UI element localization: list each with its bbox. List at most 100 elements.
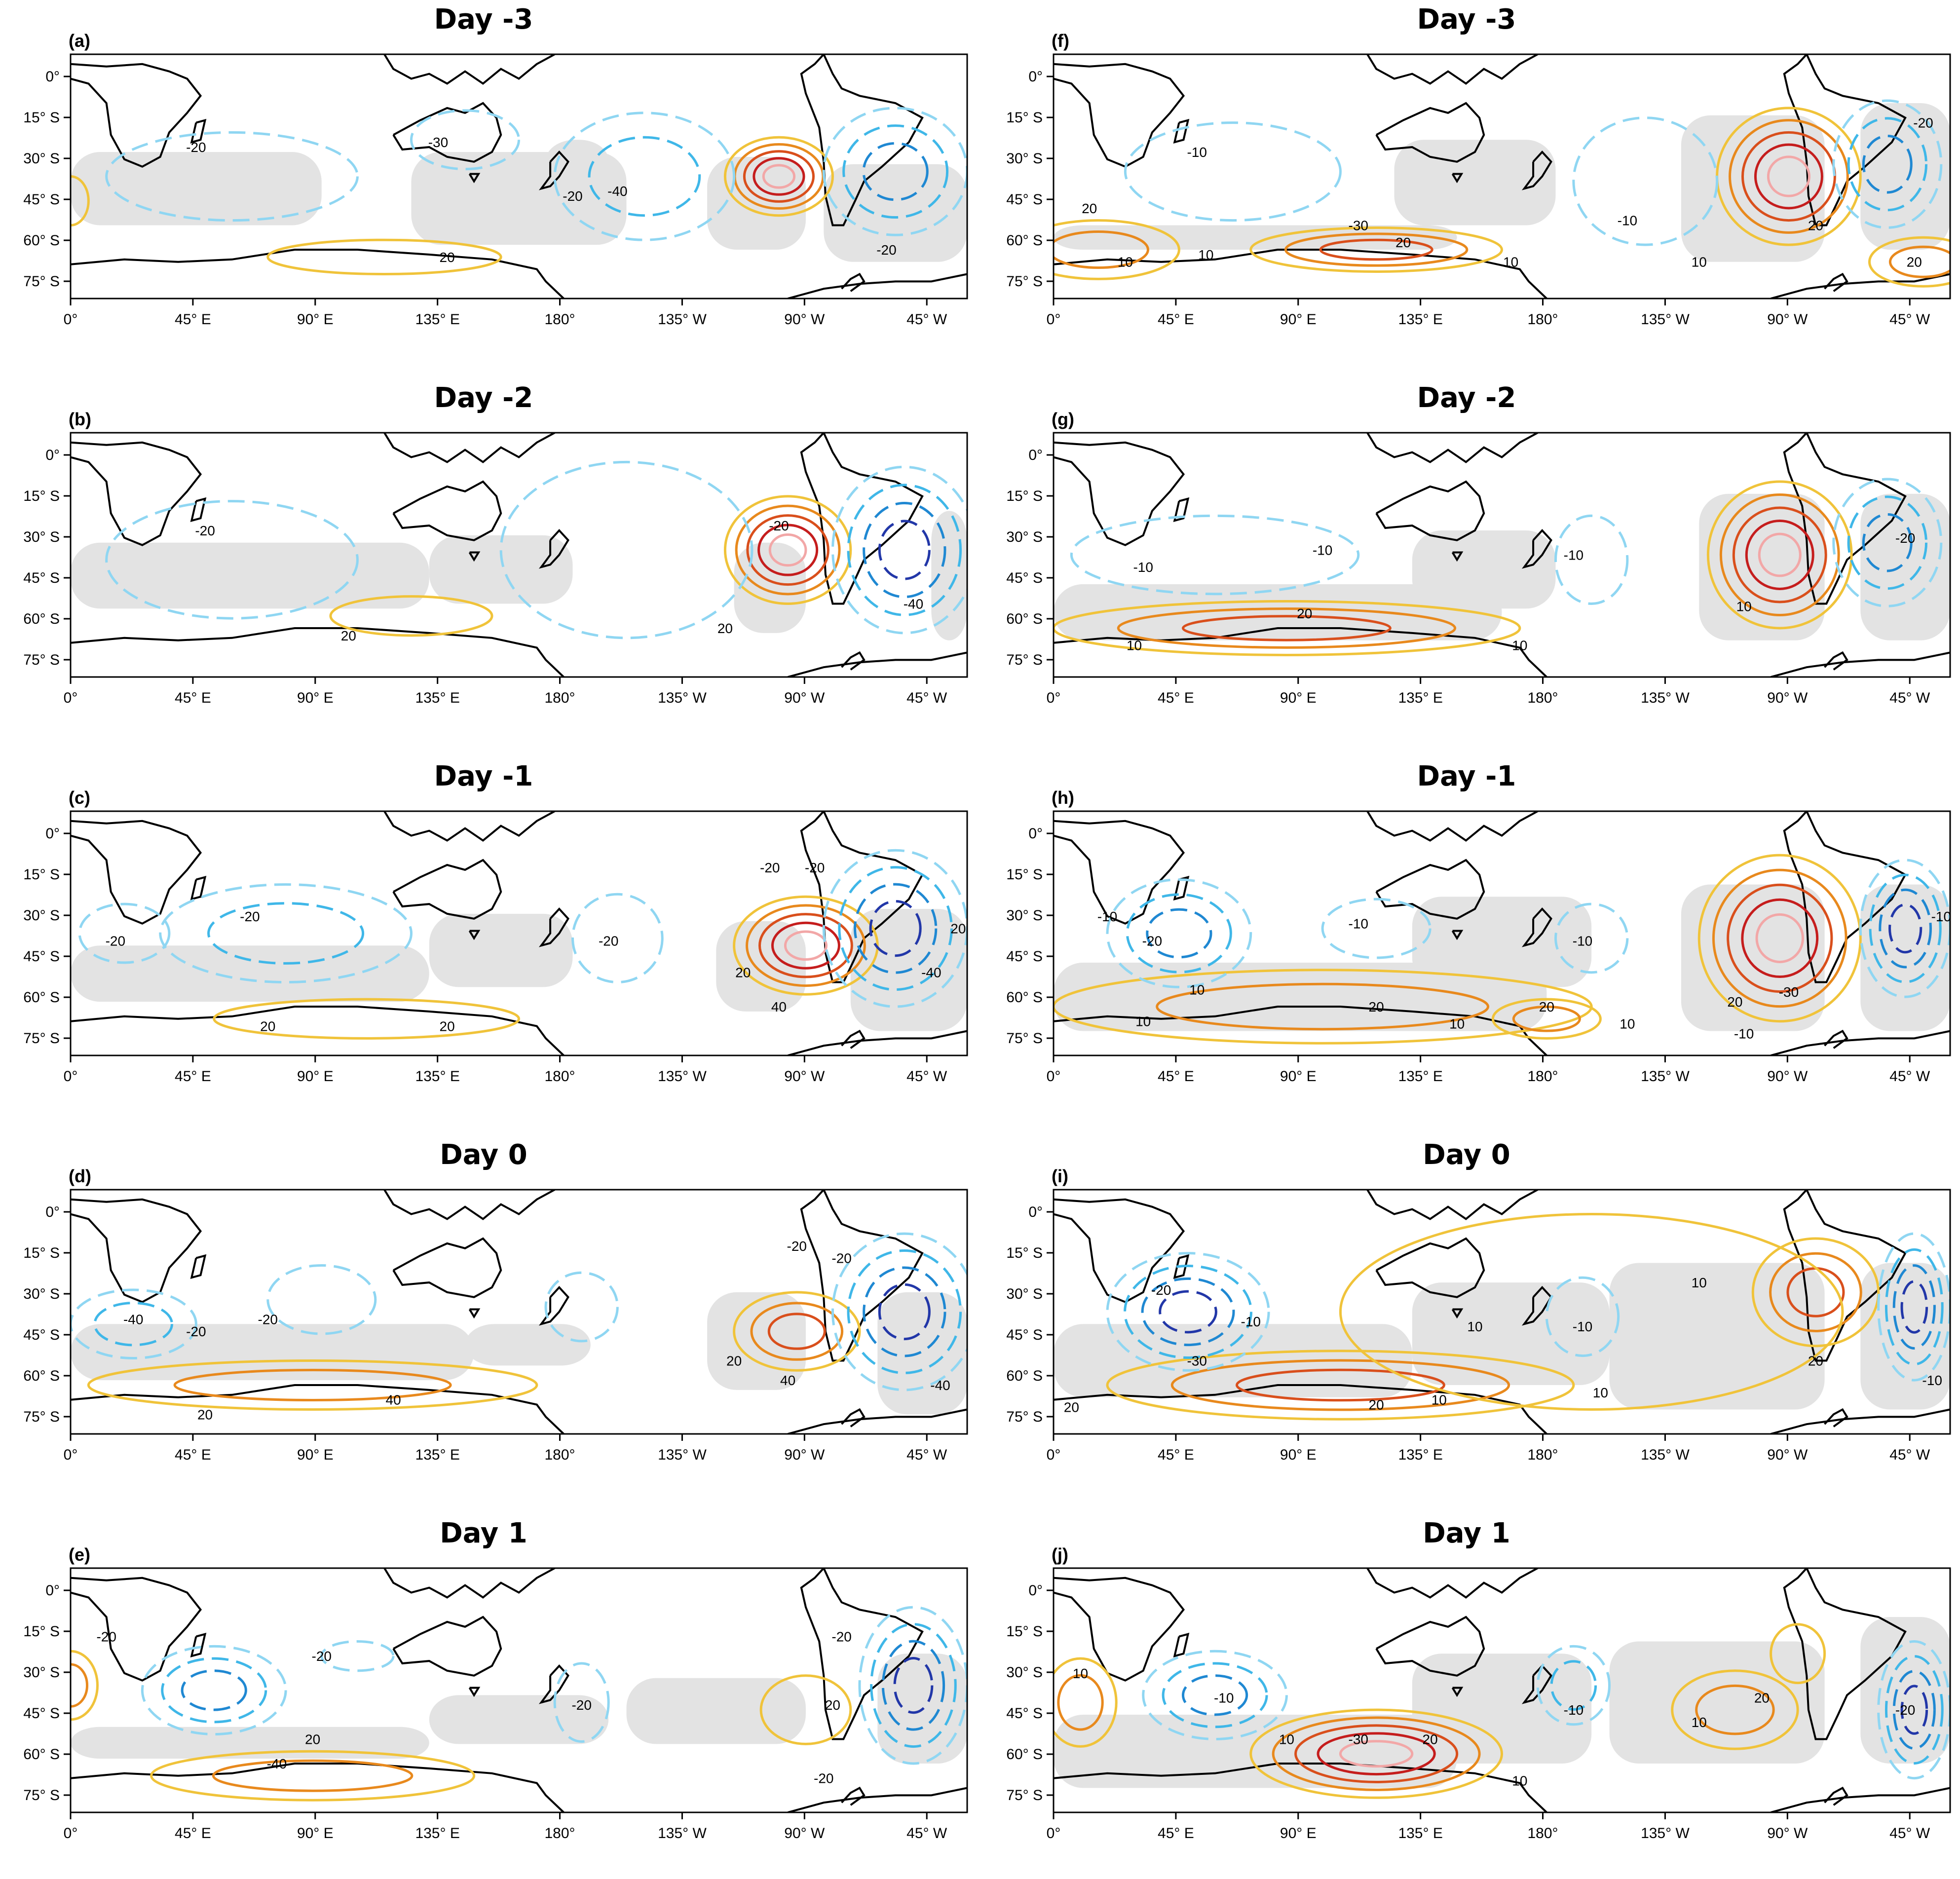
positive-contour (1117, 607, 1457, 649)
lon-tick-label: 90° E (1280, 1447, 1317, 1463)
contour-label: -10 (1734, 1026, 1754, 1041)
coastline (1771, 651, 1950, 677)
negative-contour (1832, 99, 1943, 229)
positive-contour (1727, 883, 1833, 993)
lon-tick-label: 45° E (1158, 1447, 1194, 1463)
contour-label: 10 (1692, 1275, 1707, 1290)
coastline (1451, 173, 1464, 184)
negative-contour (822, 849, 967, 1008)
positive-contour (1106, 1350, 1575, 1421)
lat-tick-label: 0° (45, 447, 60, 463)
coastline (71, 441, 202, 546)
negative-contour (893, 1657, 934, 1714)
lon-tick-label: 135° W (1641, 1068, 1690, 1085)
lat-tick-label: 75° S (1006, 1409, 1043, 1425)
lon-tick-label: 135° W (1641, 1825, 1690, 1841)
lat-tick-label: 0° (1028, 447, 1043, 463)
lat-tick-label: 30° S (23, 150, 60, 167)
lon-tick-label: 90° W (784, 690, 825, 706)
lon-tick-label: 45° E (175, 690, 211, 706)
map-plot: -20 -30 -20 -40 -20 20 0° 45° E 90° E 135° E 180° 1… (23, 53, 968, 328)
negative-contour (588, 136, 701, 217)
negative-contour (1859, 859, 1950, 998)
map-panel: Day 0 (i) -20 -30 -10 -10 10 10 20 20 10 10 20 -10 0° 4… (983, 1135, 1951, 1501)
lon-tick-label: 90° W (784, 311, 825, 328)
lat-tick-label: 60° S (23, 1368, 60, 1384)
negative-contour (1885, 1655, 1944, 1765)
positive-contour (750, 1302, 844, 1361)
coastline (392, 1616, 502, 1677)
panel-title: Day -1 (1417, 760, 1516, 792)
lon-tick-label: 135° W (658, 690, 707, 706)
significance-shading (1609, 1641, 1825, 1764)
lon-tick-label: 45° W (906, 690, 947, 706)
lat-tick-label: 60° S (23, 989, 60, 1006)
lon-tick-label: 135° E (1398, 311, 1442, 328)
lat-tick-label: 0° (45, 69, 60, 85)
coastline (1173, 1632, 1190, 1658)
coastline (383, 811, 556, 842)
lat-tick-label: 15° S (23, 866, 60, 883)
contour-label: -10 (1133, 560, 1153, 575)
coastline (1173, 875, 1190, 901)
positive-contour (1745, 520, 1814, 590)
contour-label: 10 (1593, 1385, 1608, 1400)
contour-label: -20 (312, 1649, 332, 1664)
significance-shading (1609, 1263, 1825, 1410)
map-background (71, 1190, 967, 1434)
lon-tick-label: 180° (1528, 1447, 1558, 1463)
contour-label: 10 (1189, 982, 1205, 997)
coastline (1783, 54, 1907, 226)
lat-tick-label: 30° S (23, 529, 60, 545)
coastline (1451, 1308, 1464, 1319)
coastline (1451, 930, 1464, 940)
lat-tick-label: 15° S (1006, 1245, 1043, 1261)
panel-label: (g) (1052, 409, 1074, 429)
positive-contour (733, 1291, 861, 1372)
coastline (71, 1198, 202, 1303)
lon-tick-label: 180° (1528, 1068, 1558, 1085)
significance-shading (1860, 103, 1950, 250)
lon-tick-label: 90° E (297, 1447, 334, 1463)
negative-contour (1545, 1276, 1620, 1357)
positive-contour (1170, 1359, 1510, 1411)
positive-contour (71, 1663, 89, 1708)
negative-contour (842, 124, 949, 219)
map-frame (1053, 432, 1951, 678)
contour-label: -30 (428, 135, 448, 150)
lon-tick-label: 90° E (297, 1068, 334, 1085)
lon-tick-label: 90° E (1280, 311, 1317, 328)
panel-label: (j) (1052, 1544, 1068, 1565)
positive-contour (1769, 1252, 1862, 1333)
positive-contour (1339, 1213, 1844, 1411)
lon-tick-label: 135° W (658, 311, 707, 328)
lat-tick-label: 60° S (23, 1746, 60, 1763)
coastline (1783, 1190, 1907, 1362)
positive-contour (1272, 1716, 1481, 1791)
map-panel: Day -3 (f) -10 -10 20 10 10 -30 20 10 20 10 20 -20 0° 4… (983, 0, 1951, 365)
lon-tick-label: 135° W (1641, 1447, 1690, 1463)
significance-shading (429, 1695, 609, 1744)
contour-label: 20 (1423, 1731, 1438, 1747)
coastline (1771, 1408, 1950, 1434)
significance-shading (1412, 530, 1556, 609)
lon-tick-label: 45° W (906, 1447, 947, 1463)
contour-label: -10 (1214, 1690, 1234, 1705)
contour-label: -20 (876, 242, 896, 258)
significance-shading (1054, 1715, 1457, 1788)
coastline (468, 173, 481, 184)
map-panel: Day -1 (h) -10 -20 -10 -10 10 10 20 10 20 10 20 -30 -1… (983, 757, 1951, 1122)
panel-title: Day -1 (434, 760, 533, 792)
lon-tick-label: 45° W (1889, 1825, 1930, 1841)
lat-tick-label: 15° S (23, 1623, 60, 1640)
coastline (383, 54, 556, 85)
contour-label: -20 (1151, 1282, 1171, 1298)
lat-tick-label: 30° S (1006, 150, 1043, 167)
coastline (383, 1190, 556, 1220)
positive-contour (735, 504, 841, 596)
map-panel: Day -3 (a) -20 -30 -20 -40 -20 20 0° 45° E 90° E 13… (0, 0, 968, 365)
positive-contour (723, 495, 852, 605)
positive-contour (1697, 854, 1862, 1023)
coastline (1521, 150, 1552, 190)
lat-tick-label: 45° S (1006, 948, 1043, 965)
